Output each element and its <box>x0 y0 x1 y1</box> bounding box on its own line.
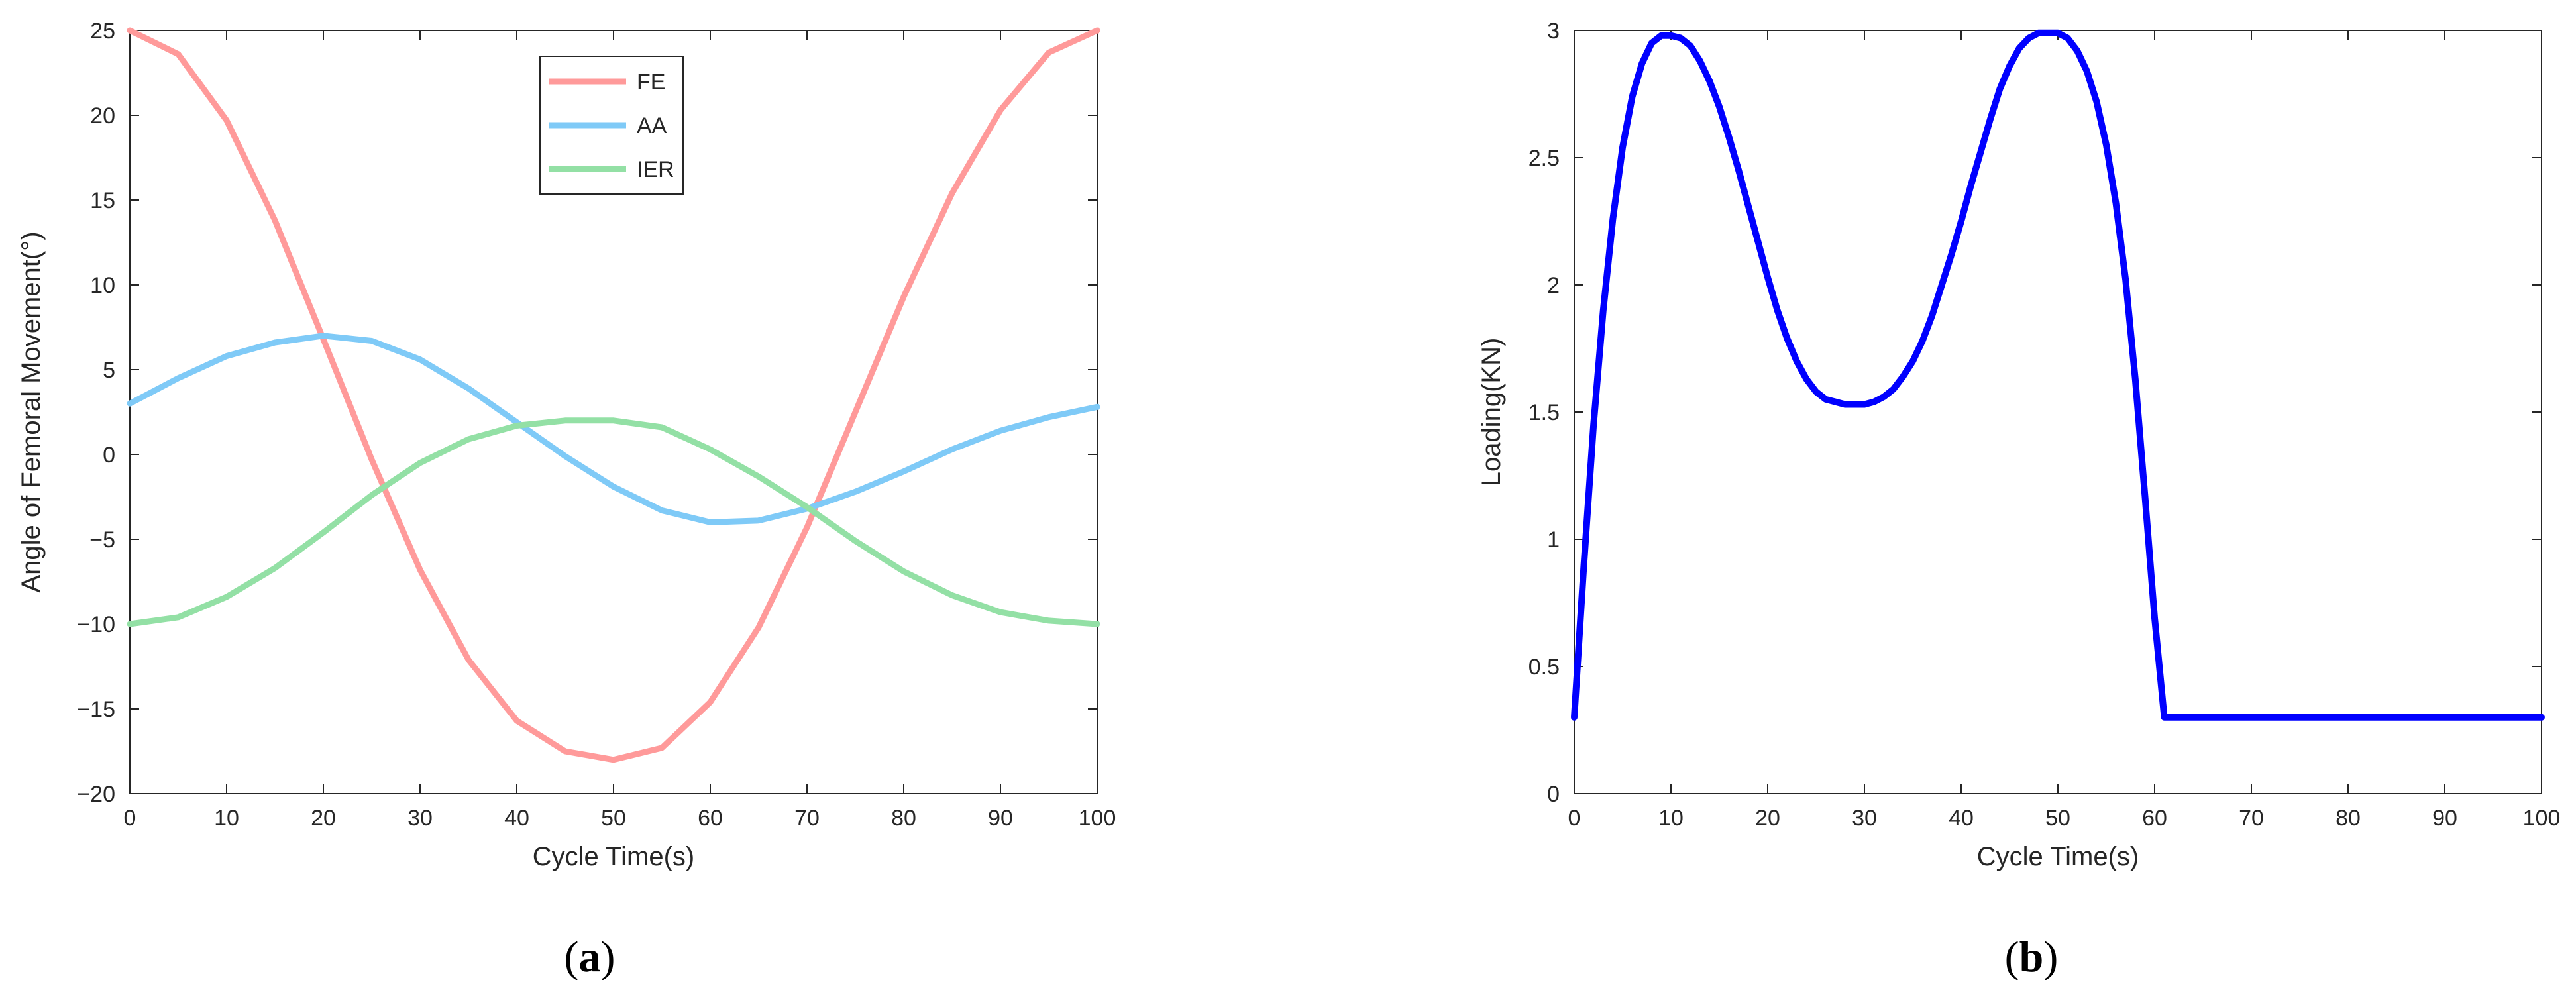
x-tick-label: 0 <box>124 806 136 831</box>
panel-letter: b <box>2019 933 2044 981</box>
y-tick-label: −10 <box>77 612 115 637</box>
y-tick-label: 0 <box>103 443 115 468</box>
chart-b: 0 10 20 30 40 50 60 70 80 90 100 0 0.5 1 1.5 2 2.5 3 Cycle… <box>1477 19 2560 981</box>
y-tick-label: 15 <box>90 188 115 213</box>
series-line-ier <box>127 417 1100 627</box>
y-tick-label: 0.5 <box>1529 655 1560 680</box>
x-tick-label: 70 <box>794 806 820 831</box>
x-tick-label: 90 <box>2432 806 2457 831</box>
y-tick-label: 0 <box>1547 782 1560 807</box>
x-tick-label: 90 <box>988 806 1013 831</box>
panel-letter: a <box>579 933 601 981</box>
legend-label-ier: IER <box>637 157 674 182</box>
y-tick-label: 5 <box>103 358 115 383</box>
y-tick-label: −15 <box>77 697 115 722</box>
x-tick-label: 50 <box>2045 806 2070 831</box>
series-line-loading <box>1571 29 2545 721</box>
series-line-aa <box>127 333 1100 525</box>
panel-label: (b) <box>2005 933 2059 981</box>
series-line-fe <box>127 27 1100 763</box>
y-tick-label: 25 <box>90 19 115 44</box>
x-tick-label: 80 <box>891 806 916 831</box>
x-tick-label: 40 <box>504 806 529 831</box>
x-tick-label: 100 <box>1079 806 1116 831</box>
x-tick-label: 10 <box>1658 806 1684 831</box>
x-tick-label: 0 <box>1568 806 1581 831</box>
x-tick-label: 40 <box>1949 806 1974 831</box>
x-tick-label: 70 <box>2239 806 2264 831</box>
y-tick-label: 2 <box>1547 273 1560 298</box>
x-tick-label: 10 <box>214 806 239 831</box>
y-tick-label: 2.5 <box>1529 146 1560 171</box>
y-tick-label: 3 <box>1547 19 1560 44</box>
x-axis-title: Cycle Time(s) <box>1977 842 2139 871</box>
legend-label-aa: AA <box>637 113 667 138</box>
plot-area-frame <box>1574 30 2542 794</box>
y-tick-label: −5 <box>89 527 115 553</box>
x-tick-label: 60 <box>2142 806 2167 831</box>
y-axis-title: Loading(KN) <box>1477 338 1506 487</box>
y-tick-label: 10 <box>90 273 115 298</box>
y-tick-label: 20 <box>90 103 115 129</box>
chart-a: 0 10 20 30 40 50 60 70 80 90 100 −20 −15 −10 −5 0 5 10 15 2… <box>17 19 1116 981</box>
x-tick-label: 20 <box>311 806 336 831</box>
y-axis-title: Angle of Femoral Movement(°) <box>17 231 46 592</box>
panel-label: (a) <box>564 933 616 981</box>
x-tick-label: 30 <box>407 806 433 831</box>
legend-label-fe: FE <box>637 70 665 95</box>
x-axis-title: Cycle Time(s) <box>533 842 694 871</box>
x-tick-label: 30 <box>1852 806 1877 831</box>
x-tick-label: 100 <box>2523 806 2561 831</box>
x-tick-label: 60 <box>698 806 723 831</box>
y-tick-label: −20 <box>77 782 115 807</box>
x-tick-label: 50 <box>601 806 626 831</box>
x-tick-label: 20 <box>1755 806 1780 831</box>
y-tick-label: 1 <box>1547 527 1560 553</box>
y-tick-label: 1.5 <box>1529 400 1560 425</box>
x-tick-label: 80 <box>2335 806 2361 831</box>
